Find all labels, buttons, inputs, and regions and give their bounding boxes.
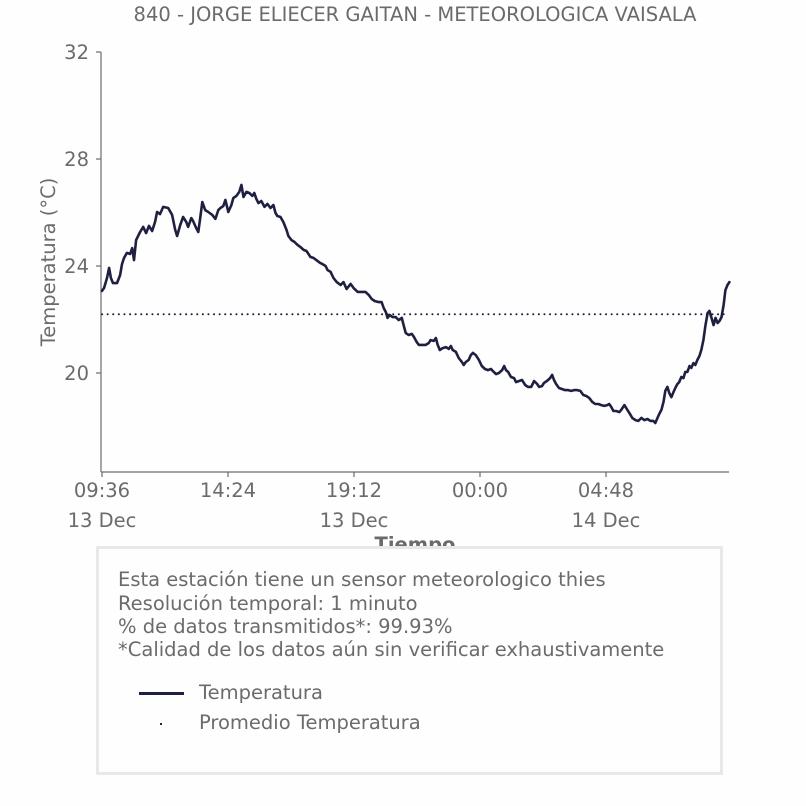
x-tick-time-label: 19:12 (326, 479, 382, 502)
x-tick-time-label: 14:24 (200, 479, 256, 502)
y-ticks: 20 24 28 32 (64, 41, 101, 385)
chart-title: 840 - JORGE ELIECER GAITAN - METEOROLOGI… (134, 3, 698, 26)
legend-line-swatch (139, 692, 184, 695)
legend-label: Promedio Temperatura (199, 711, 421, 734)
info-line-quality-note: *Calidad de los datos aún sin verificar … (118, 638, 665, 661)
x-tick-time-label: 09:36 (74, 479, 130, 502)
legend-label: Temperatura (199, 681, 323, 704)
info-line-resolution: Resolución temporal: 1 minuto (118, 592, 418, 615)
info-line-sensor: Esta estación tiene un sensor meteorolog… (118, 568, 606, 591)
temperature-line (100, 183, 731, 425)
legend-box: Esta estación tiene un sensor meteorolog… (96, 546, 723, 775)
series-group (100, 183, 731, 425)
x-tick-time-label: 00:00 (452, 479, 508, 502)
x-tick-date-label: 14 Dec (572, 509, 641, 532)
x-ticks: 09:36 13 Dec 14:24 19:12 13 Dec 00:00 04:48 14 … (68, 472, 641, 532)
temperature-chart: 840 - JORGE ELIECER GAITAN - METEOROLOGI… (37, 3, 731, 532)
info-line-transmitted: % de datos transmitidos*: 99.93% (118, 615, 453, 638)
x-tick-date-label: 13 Dec (320, 509, 389, 532)
y-axis-label: Temperatura (°C) (37, 178, 60, 348)
y-tick-label: 24 (64, 255, 89, 278)
y-tick-label: 32 (64, 41, 89, 64)
y-tick-label: 28 (64, 148, 89, 171)
x-tick-time-label: 04:48 (578, 479, 634, 502)
x-tick-date-label: 13 Dec (68, 509, 137, 532)
y-tick-label: 20 (64, 362, 89, 385)
legend-dot-swatch (160, 723, 162, 725)
